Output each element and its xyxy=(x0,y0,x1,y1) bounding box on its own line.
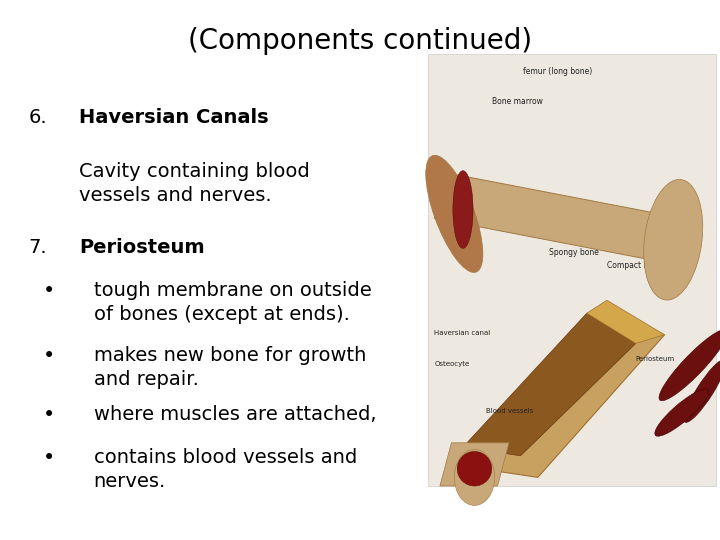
Bar xyxy=(428,54,716,486)
Ellipse shape xyxy=(644,179,703,300)
Text: •: • xyxy=(43,346,55,366)
Ellipse shape xyxy=(454,449,495,505)
Polygon shape xyxy=(587,300,665,343)
Text: 7.: 7. xyxy=(29,238,48,256)
Ellipse shape xyxy=(453,171,473,248)
Ellipse shape xyxy=(654,389,709,436)
Polygon shape xyxy=(440,443,509,486)
Ellipse shape xyxy=(426,156,483,272)
Text: Haversian Canals: Haversian Canals xyxy=(79,108,269,127)
Text: femur (long bone): femur (long bone) xyxy=(523,67,593,76)
Text: •: • xyxy=(43,405,55,425)
Ellipse shape xyxy=(457,451,492,486)
Text: where muscles are attached,: where muscles are attached, xyxy=(94,405,376,424)
Text: Haversian canal: Haversian canal xyxy=(434,330,490,336)
Ellipse shape xyxy=(659,329,720,401)
Ellipse shape xyxy=(684,360,720,422)
Polygon shape xyxy=(451,305,665,477)
Text: Periosteum: Periosteum xyxy=(79,238,204,256)
Text: Osteocyte: Osteocyte xyxy=(434,361,469,367)
Text: •: • xyxy=(43,281,55,301)
Text: 6.: 6. xyxy=(29,108,48,127)
Polygon shape xyxy=(463,313,636,456)
Text: Periosteum: Periosteum xyxy=(636,356,675,362)
Text: contains blood vessels and
nerves.: contains blood vessels and nerves. xyxy=(94,448,357,491)
Text: Blood vessels: Blood vessels xyxy=(486,408,534,414)
Polygon shape xyxy=(434,175,682,261)
Text: Spongy bone: Spongy bone xyxy=(549,248,599,258)
Text: •: • xyxy=(43,448,55,468)
Text: makes new bone for growth
and repair.: makes new bone for growth and repair. xyxy=(94,346,366,389)
Text: Compact bone: Compact bone xyxy=(607,261,662,271)
Text: (Components continued): (Components continued) xyxy=(188,27,532,55)
Text: Cavity containing blood
vessels and nerves.: Cavity containing blood vessels and nerv… xyxy=(79,162,310,205)
Text: Bone marrow: Bone marrow xyxy=(492,97,543,106)
Text: tough membrane on outside
of bones (except at ends).: tough membrane on outside of bones (exce… xyxy=(94,281,372,324)
